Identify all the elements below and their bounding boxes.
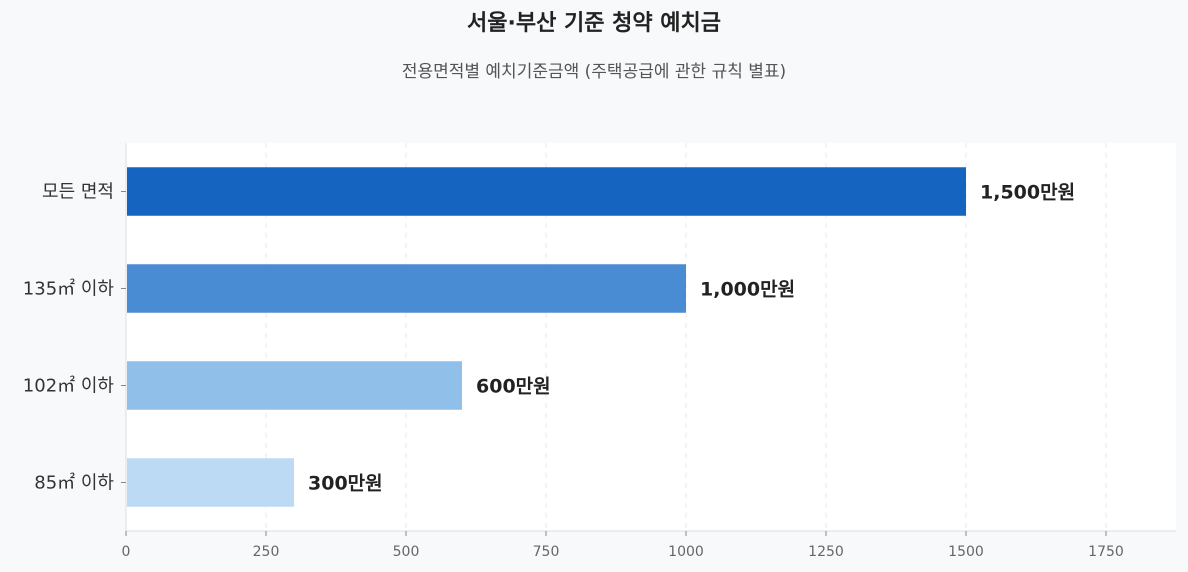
x-tick-label: 1500 (948, 544, 984, 560)
bar (127, 167, 966, 216)
bars-group: 1,500만원 1,000만원 600만원 300만원 (127, 167, 1075, 507)
category-label: 102㎡ 이하 (23, 375, 115, 397)
x-tick-label: 1250 (808, 544, 844, 560)
chart-subtitle: 전용면적별 예치기준금액 (주택공급에 관한 규칙 별표) (402, 62, 786, 82)
x-tick-label: 0 (122, 544, 131, 560)
data-label: 1,500만원 (980, 182, 1075, 204)
bar (127, 264, 686, 313)
bar (127, 458, 294, 507)
x-tick-label: 500 (393, 544, 420, 560)
chart-title: 서울·부산 기준 청약 예치금 (467, 11, 721, 36)
data-label: 300만원 (308, 473, 383, 495)
data-label: 1,000만원 (700, 279, 795, 301)
x-tick-label: 250 (253, 544, 280, 560)
y-axis-categories: 모든 면적 135㎡ 이하 102㎡ 이하 85㎡ 이하 (23, 182, 126, 494)
data-label: 600만원 (476, 376, 551, 398)
x-axis-ticks: 0 250 500 750 1000 1250 1500 1750 (122, 531, 1124, 560)
category-label: 135㎡ 이하 (23, 278, 115, 300)
x-tick-label: 750 (533, 544, 560, 560)
x-tick-label: 1000 (668, 544, 704, 560)
x-tick-label: 1750 (1088, 544, 1124, 560)
category-label: 모든 면적 (42, 182, 114, 203)
category-label: 85㎡ 이하 (34, 472, 114, 494)
bar (127, 361, 462, 410)
